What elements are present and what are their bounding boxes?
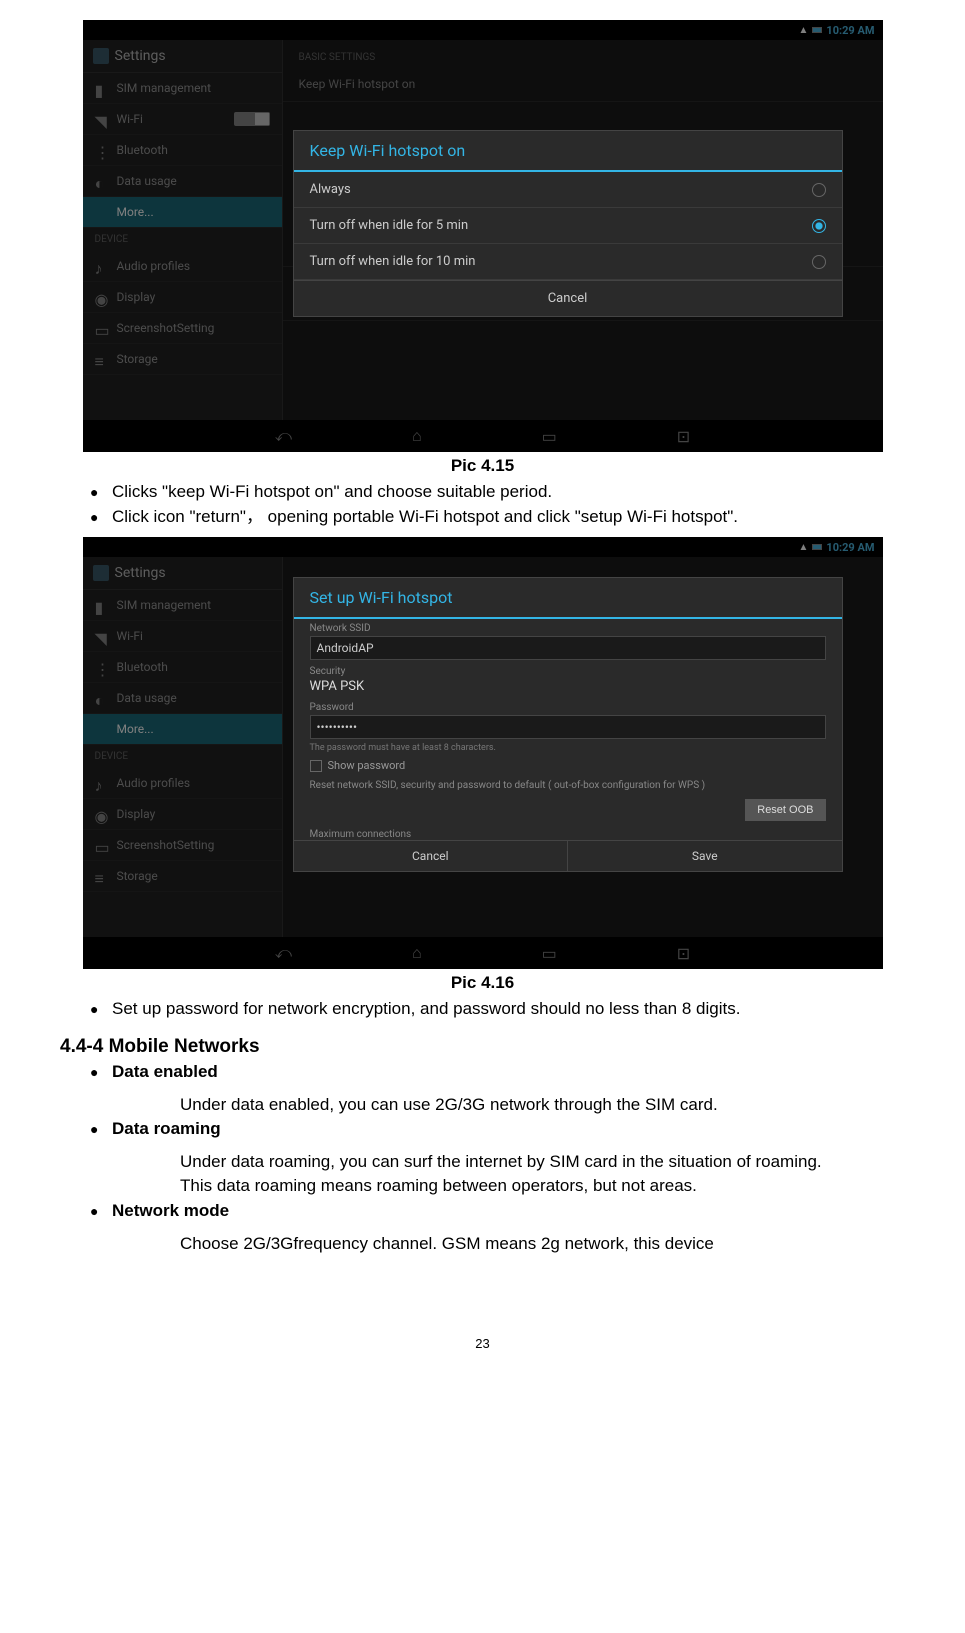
option-label: Always xyxy=(310,182,351,197)
cancel-button[interactable]: Cancel xyxy=(294,841,569,871)
radio-icon xyxy=(812,183,826,197)
bullet-list-3: Data enabled xyxy=(50,1060,915,1085)
radio-icon xyxy=(812,219,826,233)
max-conn-label: Maximum connections xyxy=(294,825,842,840)
dialog-title: Set up Wi-Fi hotspot xyxy=(294,578,842,619)
reset-description: Reset network SSID, security and passwor… xyxy=(294,776,842,795)
screenshot-pic-4-16: ▲ 10:29 AM Settings ▮ SIM management ◥ W… xyxy=(83,537,883,969)
bullet-list-5: Network mode xyxy=(50,1199,915,1224)
password-input[interactable]: •••••••••• xyxy=(310,715,826,739)
show-password-label: Show password xyxy=(328,759,406,772)
security-value[interactable]: WPA PSK xyxy=(294,677,842,698)
section-heading: 4.4-4 Mobile Networks xyxy=(50,1036,915,1058)
keep-wifi-hotspot-dialog: Keep Wi-Fi hotspot on Always Turn off wh… xyxy=(293,130,843,317)
bullet-1: Clicks "keep Wi-Fi hotspot on" and choos… xyxy=(90,480,915,505)
save-button[interactable]: Save xyxy=(568,841,842,871)
screenshot-pic-4-15: ▲ 10:29 AM Settings ▮ SIM management ◥ W… xyxy=(83,20,883,452)
network-mode-desc: Choose 2G/3Gfrequency channel. GSM means… xyxy=(50,1232,915,1257)
data-enabled-desc: Under data enabled, you can use 2G/3G ne… xyxy=(50,1093,915,1118)
option-always[interactable]: Always xyxy=(294,172,842,208)
option-5min[interactable]: Turn off when idle for 5 min xyxy=(294,208,842,244)
password-hint: The password must have at least 8 charac… xyxy=(294,741,842,755)
option-10min[interactable]: Turn off when idle for 10 min xyxy=(294,244,842,280)
radio-icon xyxy=(812,255,826,269)
checkbox-icon xyxy=(310,760,322,772)
ssid-input[interactable]: AndroidAP xyxy=(310,636,826,660)
bullet-list-4: Data roaming xyxy=(50,1117,915,1142)
ssid-label: Network SSID xyxy=(294,619,842,634)
security-label: Security xyxy=(294,662,842,677)
show-password-row[interactable]: Show password xyxy=(294,755,842,776)
reset-oob-button[interactable]: Reset OOB xyxy=(745,799,825,821)
setup-wifi-hotspot-dialog: Set up Wi-Fi hotspot Network SSID Androi… xyxy=(293,577,843,872)
bullet-data-enabled: Data enabled xyxy=(90,1060,915,1085)
cancel-button[interactable]: Cancel xyxy=(294,280,842,316)
bullet-list-1: Clicks "keep Wi-Fi hotspot on" and choos… xyxy=(50,480,915,529)
bullet-network-mode: Network mode xyxy=(90,1199,915,1224)
option-label: Turn off when idle for 5 min xyxy=(310,218,469,233)
data-roaming-desc2: This data roaming means roaming between … xyxy=(50,1174,915,1199)
bullet-data-roaming: Data roaming xyxy=(90,1117,915,1142)
dialog-title: Keep Wi-Fi hotspot on xyxy=(294,131,842,172)
option-label: Turn off when idle for 10 min xyxy=(310,254,476,269)
password-label: Password xyxy=(294,698,842,713)
bullet-3: Set up password for network encryption, … xyxy=(90,997,915,1022)
wifi-toggle[interactable] xyxy=(234,112,270,126)
caption-415: Pic 4.15 xyxy=(50,456,915,476)
bullet-list-2: Set up password for network encryption, … xyxy=(50,997,915,1022)
page-number: 23 xyxy=(50,1336,915,1351)
caption-416: Pic 4.16 xyxy=(50,973,915,993)
bullet-2: Click icon "return"， opening portable Wi… xyxy=(90,505,915,530)
data-roaming-desc1: Under data roaming, you can surf the int… xyxy=(50,1150,915,1175)
